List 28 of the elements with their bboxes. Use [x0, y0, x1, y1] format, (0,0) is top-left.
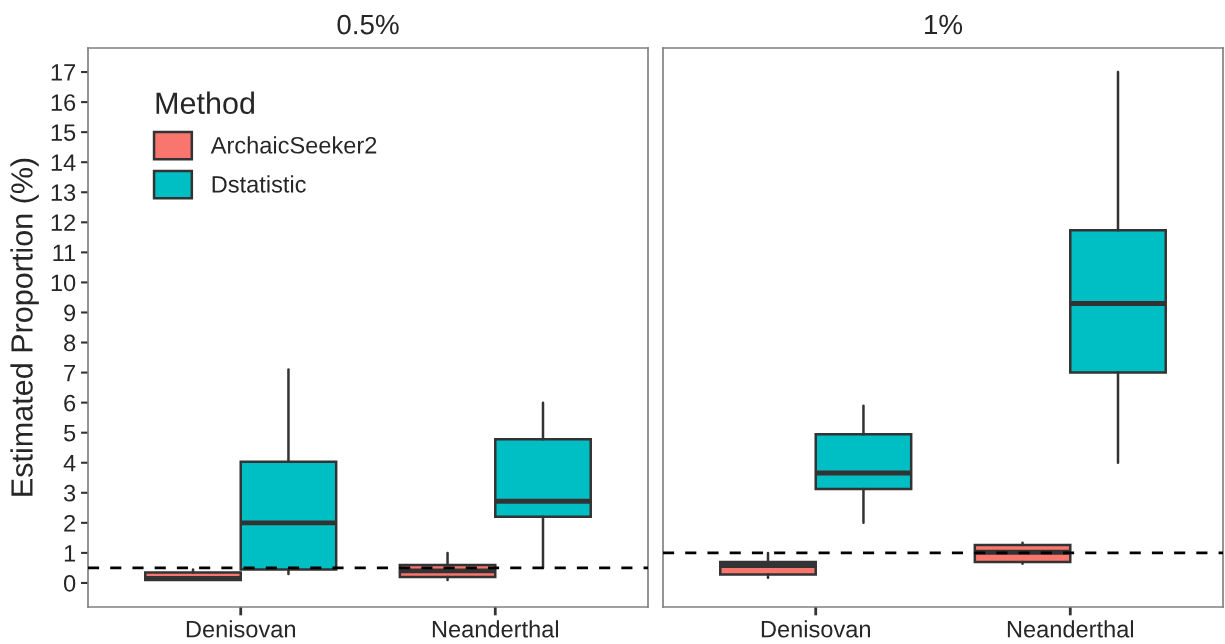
y-tick-label: 14	[51, 154, 76, 171]
x-tick-label: Neanderthal	[1007, 620, 1134, 638]
y-tick-label: 13	[51, 184, 76, 202]
legend-label: Dstatistic	[212, 175, 306, 193]
chart-title: 0.5%	[337, 14, 399, 35]
y-tick-label: 9	[64, 304, 76, 322]
y-tick-label: 17	[51, 64, 76, 81]
y-tick-label: 4	[63, 455, 76, 472]
x-tick-label: Denisovan	[186, 620, 295, 638]
y-tick-label: 3	[63, 484, 76, 502]
y-tick-label: 10	[51, 274, 76, 292]
y-tick-label: 7	[64, 364, 76, 382]
chart-title: 1%	[925, 14, 963, 35]
y-tick-label: 16	[51, 94, 76, 111]
legend-label: ArchaicSeeker2	[210, 136, 377, 154]
legend-title: Method	[156, 91, 254, 115]
y-tick-label: 8	[64, 334, 76, 352]
y-tick-label: 6	[64, 394, 76, 412]
y-tick-label: 5	[64, 425, 76, 442]
y-tick-label: 0	[63, 575, 76, 592]
y-tick-label: 2	[64, 514, 76, 532]
y-tick-label: 11	[53, 244, 76, 261]
y-tick-label: 1	[64, 545, 76, 562]
y-axis-title: Estimated Proportion (%)	[10, 158, 39, 496]
x-tick-label: Denisovan	[761, 620, 870, 638]
y-tick-label: 12	[51, 214, 76, 231]
x-tick-label: Neanderthal	[432, 620, 559, 638]
y-tick-label: 15	[51, 124, 76, 141]
